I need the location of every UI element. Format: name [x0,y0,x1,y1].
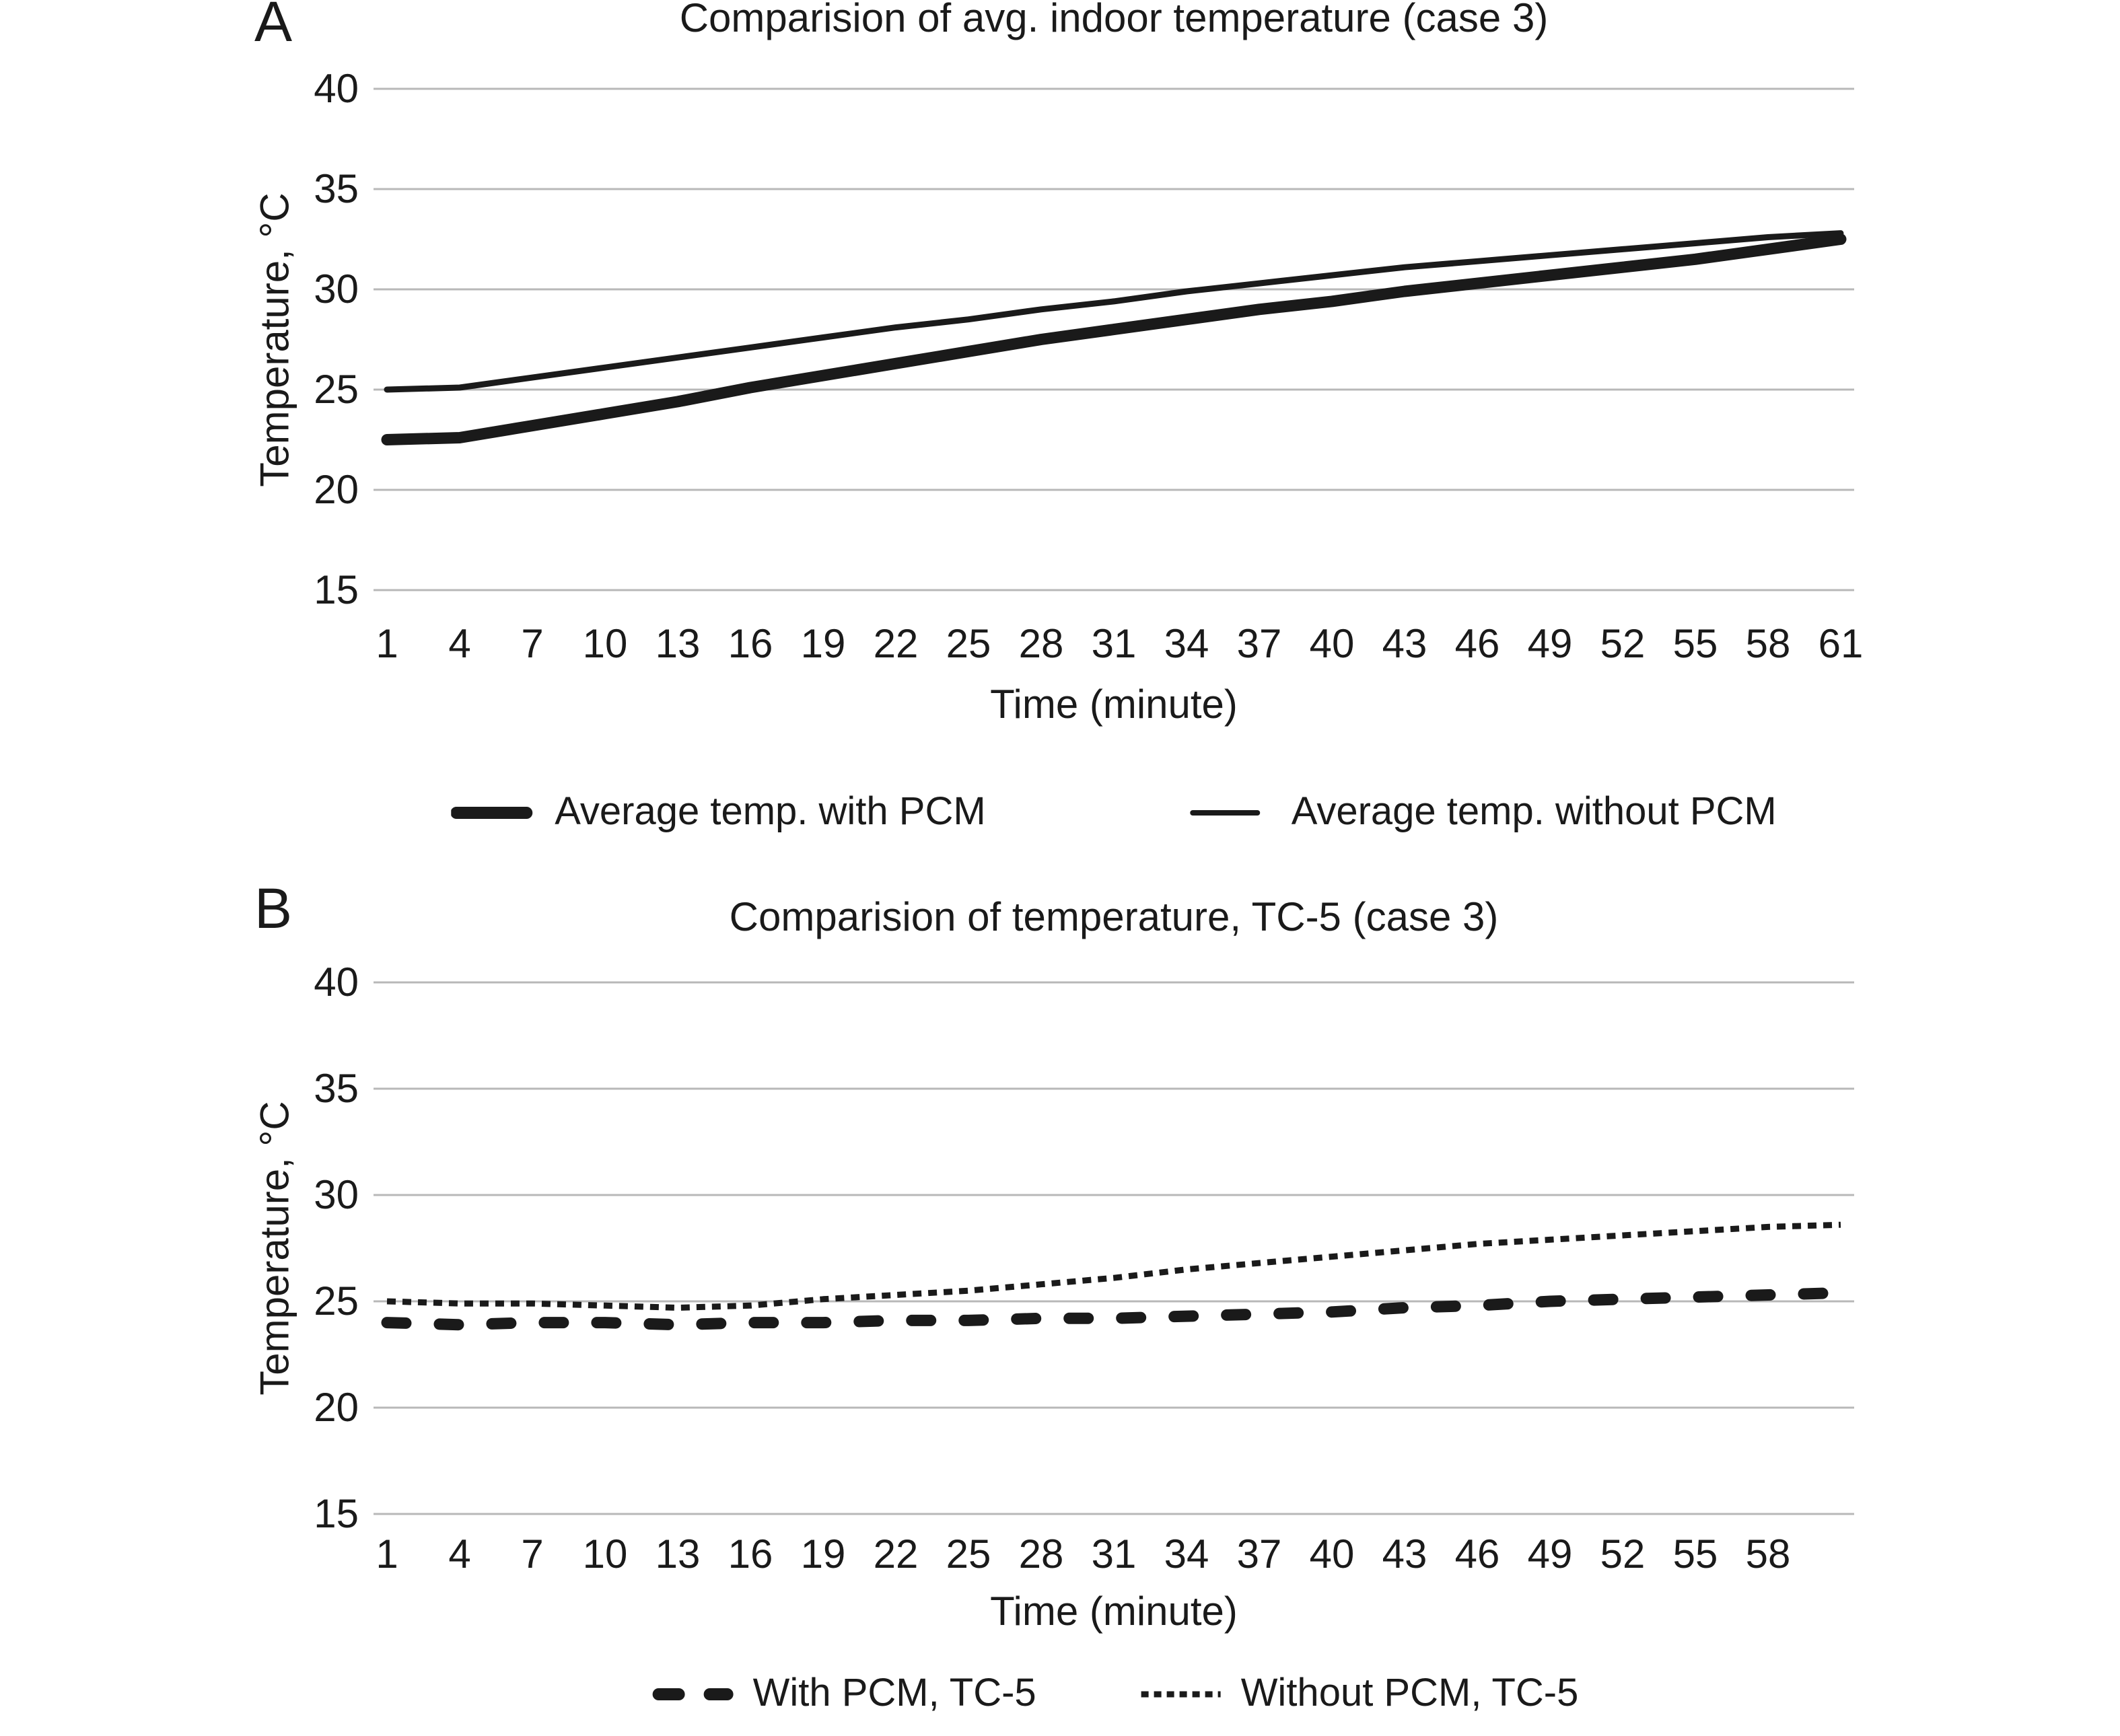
series-line-b-2 [386,1221,1841,1311]
chart-title-a: Comparision of avg. indoor temperature (… [679,0,1549,40]
y-tick-label: 25 [314,367,359,412]
panel-label-b: B [254,877,293,940]
legend-swatch-dotted-line-icon [1141,1691,1221,1697]
chart-title-b: Comparision of temperature, TC-5 (case 3… [729,894,1499,939]
x-tick-label: 34 [1164,1531,1209,1577]
y-tick-label: 40 [314,66,359,111]
panel-label-a: A [254,0,293,53]
x-tick-label: 49 [1527,1531,1573,1577]
x-tick-label: 31 [1091,1531,1137,1577]
x-tick-label: 4 [448,1531,471,1577]
x-tick-label: 40 [1309,621,1355,666]
x-tick-label: 13 [655,1531,701,1577]
legend-item: Without PCM, TC-5 [1137,1670,1579,1715]
legend-label: With PCM, TC-5 [752,1671,1036,1714]
x-tick-label: 28 [1018,621,1064,666]
x-tick-label: 1 [376,1531,398,1577]
x-tick-label: 43 [1382,1531,1427,1577]
y-tick-label: 15 [314,1491,359,1536]
x-axis-title-b: Time (minute) [990,1589,1238,1634]
y-tick-label: 20 [314,1385,359,1430]
x-tick-label: 22 [873,1531,919,1577]
x-tick-label: 10 [582,621,628,666]
plot-area-a [374,87,1854,591]
series-line-a-2 [384,230,1844,393]
x-tick-label: 52 [1600,1531,1646,1577]
x-tick-label: 25 [946,621,991,666]
x-tick-label: 34 [1164,621,1209,666]
y-tick-label: 30 [314,1172,359,1217]
x-tick-label: 7 [521,621,544,666]
x-tick-label: 16 [728,1531,773,1577]
x-axis-title-a: Time (minute) [990,682,1238,727]
x-tick-label: 52 [1600,621,1646,666]
legend-label: Without PCM, TC-5 [1240,1671,1579,1714]
y-tick-label: 30 [314,266,359,312]
y-tick-label: 40 [314,960,359,1005]
x-tick-label: 40 [1309,1531,1355,1577]
x-tick-label: 4 [448,621,471,666]
legend-label: Average temp. with PCM [555,789,986,833]
series-line-a-1 [381,233,1847,445]
x-tick-label: 28 [1018,1531,1064,1577]
legend-swatch-dashed-line-icon [652,1688,734,1700]
y-tick-label: 35 [314,1066,359,1111]
x-tick-label: 58 [1745,1531,1791,1577]
plot-area-b [374,981,1854,1515]
x-tick-label: 7 [521,1531,544,1577]
legend-item: Average temp. without PCM [1188,789,1777,834]
x-tick-label: 61 [1818,621,1864,666]
legend-a: Average temp. with PCM Average temp. with… [451,789,1777,834]
x-tick-label: 37 [1236,1531,1282,1577]
x-tick-label: 46 [1454,621,1500,666]
x-tick-label: 37 [1236,621,1282,666]
x-tick-label: 13 [655,621,701,666]
x-tick-label: 1 [376,621,398,666]
y-axis-title-b: Temperature, °C [252,1101,297,1396]
series-line-b-1 [381,1287,1847,1331]
x-tick-label: 58 [1745,621,1791,666]
x-tick-label: 31 [1091,621,1137,666]
y-tick-label: 35 [314,166,359,211]
y-tick-label: 20 [314,467,359,512]
legend-b: With PCM, TC-5 Without PCM, TC-5 [649,1670,1579,1715]
legend-label: Average temp. without PCM [1291,789,1777,833]
y-tick-label: 25 [314,1278,359,1324]
y-tick-label: 15 [314,567,359,612]
x-tick-label: 19 [800,621,846,666]
y-axis-title-a: Temperature, °C [252,192,297,487]
x-tick-label: 55 [1672,1531,1718,1577]
legend-item: Average temp. with PCM [451,789,986,834]
x-tick-label: 16 [728,621,773,666]
x-tick-label: 46 [1454,1531,1500,1577]
x-tick-label: 10 [582,1531,628,1577]
x-tick-label: 55 [1672,621,1718,666]
x-tick-label: 25 [946,1531,991,1577]
legend-item: With PCM, TC-5 [649,1670,1036,1715]
x-tick-label: 43 [1382,621,1427,666]
x-tick-label: 19 [800,1531,846,1577]
legend-swatch-solid-line-icon [1190,809,1261,816]
x-tick-label: 49 [1527,621,1573,666]
x-tick-label: 22 [873,621,919,666]
legend-swatch-solid-line-icon [451,806,533,819]
